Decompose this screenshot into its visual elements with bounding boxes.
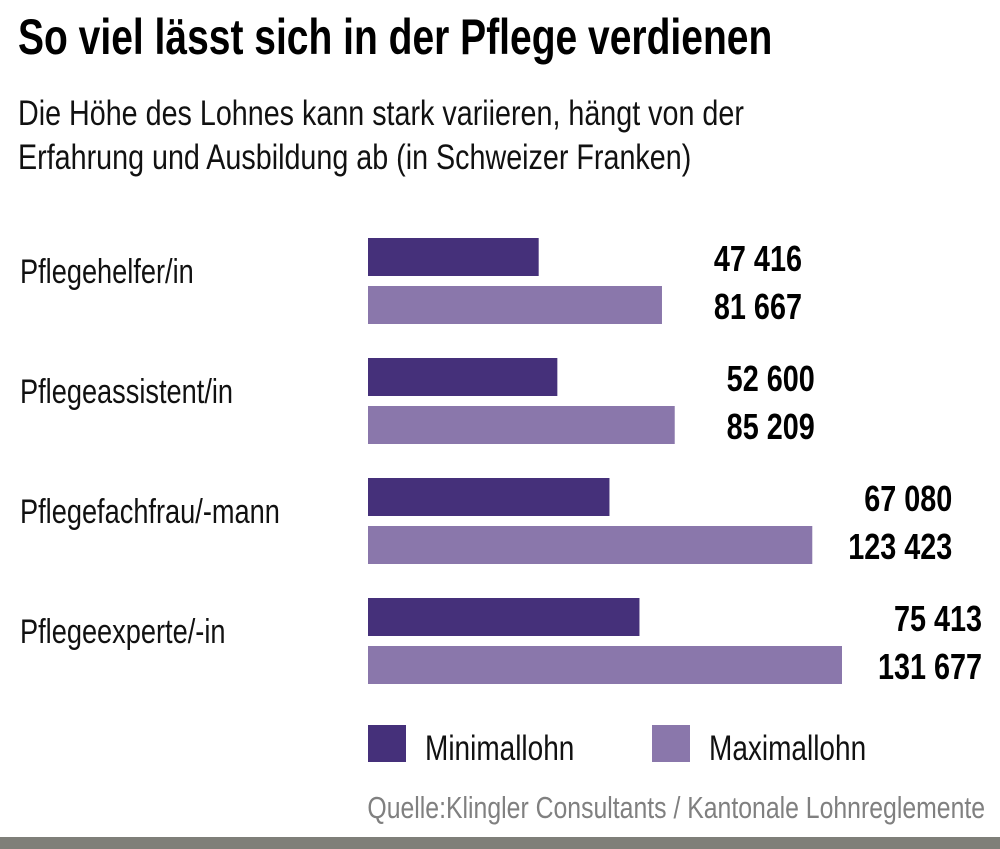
source-note: Quelle:Klingler Consultants / Kantonale … <box>367 790 985 825</box>
category-label: Pflegeexperte/-in <box>20 612 225 651</box>
value-label: 52 600 <box>727 358 815 399</box>
category-label: Pflegeassistent/in <box>20 372 233 411</box>
legend-label: Minimallohn <box>425 728 574 768</box>
bar-maximallohn <box>368 646 842 684</box>
value-label: 67 080 <box>864 478 952 519</box>
bar-minimallohn <box>368 358 558 396</box>
value-label: 131 677 <box>878 646 982 687</box>
bar-maximallohn <box>368 286 662 324</box>
category-label: Pflegefachfrau/-mann <box>20 492 280 531</box>
value-label: 75 413 <box>894 598 982 639</box>
value-label: 47 416 <box>714 238 802 279</box>
value-label: 81 667 <box>714 286 802 327</box>
value-label: 123 423 <box>848 526 952 567</box>
chart-subtitle: Die Höhe des Lohnes kann stark variieren… <box>18 92 744 180</box>
subtitle-line-1: Die Höhe des Lohnes kann stark variieren… <box>18 94 744 133</box>
value-label: 85 209 <box>727 406 815 447</box>
bar-maximallohn <box>368 526 813 564</box>
bar-minimallohn <box>368 478 610 516</box>
category-label: Pflegehelfer/in <box>20 252 194 291</box>
subtitle-line-2: Erfahrung und Ausbildung ab (in Schweize… <box>18 138 692 177</box>
bar-minimallohn <box>368 598 640 636</box>
bottom-rule <box>0 837 1000 849</box>
legend-swatch-maximallohn <box>652 725 690 762</box>
bar-minimallohn <box>368 238 539 276</box>
chart-title: So viel lässt sich in der Pflege verdien… <box>18 9 773 65</box>
bar-maximallohn <box>368 406 675 444</box>
legend-swatch-minimallohn <box>368 725 406 762</box>
legend-label: Maximallohn <box>709 728 866 768</box>
